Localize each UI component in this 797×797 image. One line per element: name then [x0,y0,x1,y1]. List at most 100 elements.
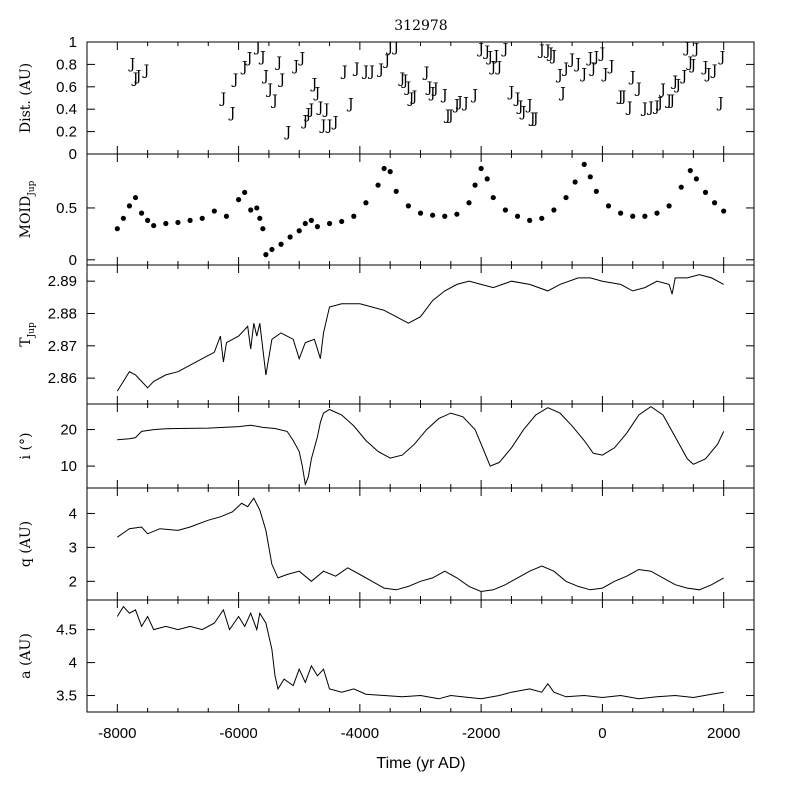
data-point-j: J [307,102,315,118]
series-tjup [116,274,724,392]
data-point [199,215,205,221]
data-point-j: J [382,53,390,69]
panel-moid: 0 0.5 MOIDJup [18,153,755,269]
data-point-j: J [686,55,694,71]
data-point-j: J [619,89,627,105]
data-point-j: J [228,106,236,122]
data-point [572,179,578,185]
data-point-j: J [652,99,660,115]
data-point [593,188,599,194]
data-point-j: J [701,60,709,76]
data-point-j: J [573,56,581,72]
data-point [114,226,120,232]
data-point [296,228,302,234]
data-point [430,212,436,218]
data-point [269,246,275,253]
y-tick-label: 2.88 [48,305,77,322]
data-point-j: J [549,48,557,64]
data-point-j: J [513,91,521,107]
data-point-j: J [516,99,524,115]
data-point-j: J [646,100,654,116]
data-point [242,189,248,195]
panel-q: 2 3 4 q (AU) [18,487,755,601]
data-point-j: J [322,102,330,118]
data-point-j: J [361,64,369,80]
data-point-j: J [601,66,609,82]
y-axis-label: q (AU) [18,521,34,567]
data-point [539,215,545,221]
data-point-j: J [291,59,299,75]
data-point [405,203,411,209]
y-tick-label: 4.5 [56,622,77,639]
y-tick-label: 3 [69,539,77,556]
data-point [490,194,496,201]
x-tick-label: -2000 [462,725,500,742]
x-tick-label: 2000 [707,725,740,742]
data-point [630,213,636,219]
data-point [721,208,727,214]
series-moid [114,161,727,258]
data-point [126,203,133,209]
panel-incl: 10 20 i (°) [18,403,755,489]
series-line-a [116,605,724,700]
y-tick-label: 1 [69,34,77,51]
data-point [260,226,266,232]
series-q [117,497,724,593]
data-point-j: J [340,64,348,80]
data-point [151,222,157,229]
data-point-j: J [598,46,606,62]
data-point-j: J [431,81,439,97]
data-point-j: J [376,62,384,78]
y-tick-label: 20 [60,422,77,439]
data-point-j: J [558,85,566,101]
data-point [132,194,139,201]
data-point-j: J [567,52,575,68]
y-tick-label: 2.89 [48,273,77,290]
data-point [711,200,718,206]
data-point-j: J [319,118,327,134]
y-tick-label: 3.5 [56,688,77,705]
data-point-j: J [274,55,282,71]
data-point-j: J [452,98,460,114]
data-point-j: J [422,65,430,81]
data-point-j: J [270,93,278,109]
y-axis-label: i (°) [18,433,34,460]
data-point-j: J [253,39,261,55]
data-point-j: J [682,41,690,57]
data-point [223,213,230,219]
data-point [678,184,684,190]
data-point [393,188,399,194]
data-point-j: J [265,82,273,98]
data-point-j: J [716,95,724,111]
data-point-j: J [219,91,227,107]
data-point-j: J [561,61,569,77]
data-point-j: J [589,61,597,77]
data-point [702,189,709,195]
data-point [326,220,333,227]
data-point-j: J [628,70,636,86]
data-point-j: J [240,60,248,76]
data-point-j: J [546,46,554,62]
data-point [693,176,699,182]
data-point [442,213,448,219]
panel-frame [86,403,755,489]
data-point-j: J [277,72,285,88]
data-point [235,197,242,203]
y-axis-label: MOIDJup [18,180,37,238]
data-point [454,211,460,217]
data-point-j: J [425,80,433,96]
data-point [308,217,314,223]
data-point-j: J [310,76,318,92]
data-point [263,252,269,258]
panel-frame [86,153,755,266]
data-point [138,210,145,216]
data-point-j: J [142,63,150,79]
data-point-j: J [592,50,600,66]
data-point [339,218,345,225]
y-tick-label: 0.2 [56,124,77,141]
panel-frame [86,264,755,405]
data-point-j: J [519,104,527,120]
